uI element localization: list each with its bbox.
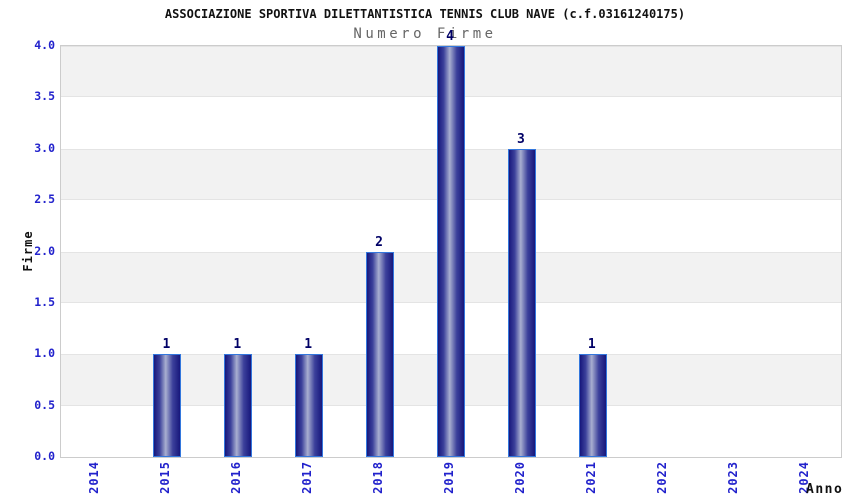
y-tick-label: 2.0 bbox=[34, 243, 55, 258]
x-tick-label-2021: 2021 bbox=[583, 461, 598, 494]
x-tick-label-2014: 2014 bbox=[87, 461, 102, 494]
bar-value-label-2021: 1 bbox=[587, 337, 596, 353]
bar-2020 bbox=[507, 148, 536, 457]
x-tick-label-2023: 2023 bbox=[725, 461, 740, 494]
bar-value-label-2015: 1 bbox=[162, 337, 171, 353]
bar-value-label-2017: 1 bbox=[304, 337, 313, 353]
bar-value-label-2016: 1 bbox=[233, 337, 242, 353]
bar-value-label-2019: 4 bbox=[446, 29, 454, 44]
x-tick-label-2020: 2020 bbox=[512, 461, 527, 494]
y-tick-label: 4.0 bbox=[34, 38, 55, 52]
y-tick-label: 0.0 bbox=[34, 449, 55, 463]
bar-value-label-2020: 3 bbox=[516, 131, 525, 147]
y-tick-label: 1.0 bbox=[34, 346, 55, 361]
y-tick-label: 1.5 bbox=[34, 294, 55, 309]
bar-2019 bbox=[437, 46, 465, 457]
y-tick-label: 3.0 bbox=[34, 140, 55, 155]
x-tick-label-2017: 2017 bbox=[300, 461, 315, 494]
chart-subtitle: Numero Firme bbox=[353, 26, 497, 42]
y-tick-label: 0.5 bbox=[34, 397, 55, 412]
y-tick-label: 2.5 bbox=[34, 192, 55, 207]
bar-value-label-2018: 2 bbox=[375, 234, 383, 250]
bar-2017 bbox=[295, 354, 324, 457]
x-tick-label-2015: 2015 bbox=[158, 461, 173, 494]
x-tick-label-2019: 2019 bbox=[442, 461, 456, 494]
bar-2021 bbox=[578, 354, 607, 457]
x-tick-label-2018: 2018 bbox=[371, 461, 386, 494]
y-tick-label: 3.5 bbox=[34, 89, 55, 104]
x-axis-title: Anno bbox=[806, 482, 844, 497]
x-tick-label-2016: 2016 bbox=[229, 461, 244, 494]
chart-title: ASSOCIAZIONE SPORTIVA DILETTANTISTICA TE… bbox=[164, 7, 686, 21]
bar-2015 bbox=[153, 354, 182, 457]
plot-area bbox=[60, 45, 842, 458]
bar-2018 bbox=[366, 251, 395, 457]
bar-2016 bbox=[224, 354, 253, 457]
x-tick-label-2022: 2022 bbox=[654, 461, 669, 494]
